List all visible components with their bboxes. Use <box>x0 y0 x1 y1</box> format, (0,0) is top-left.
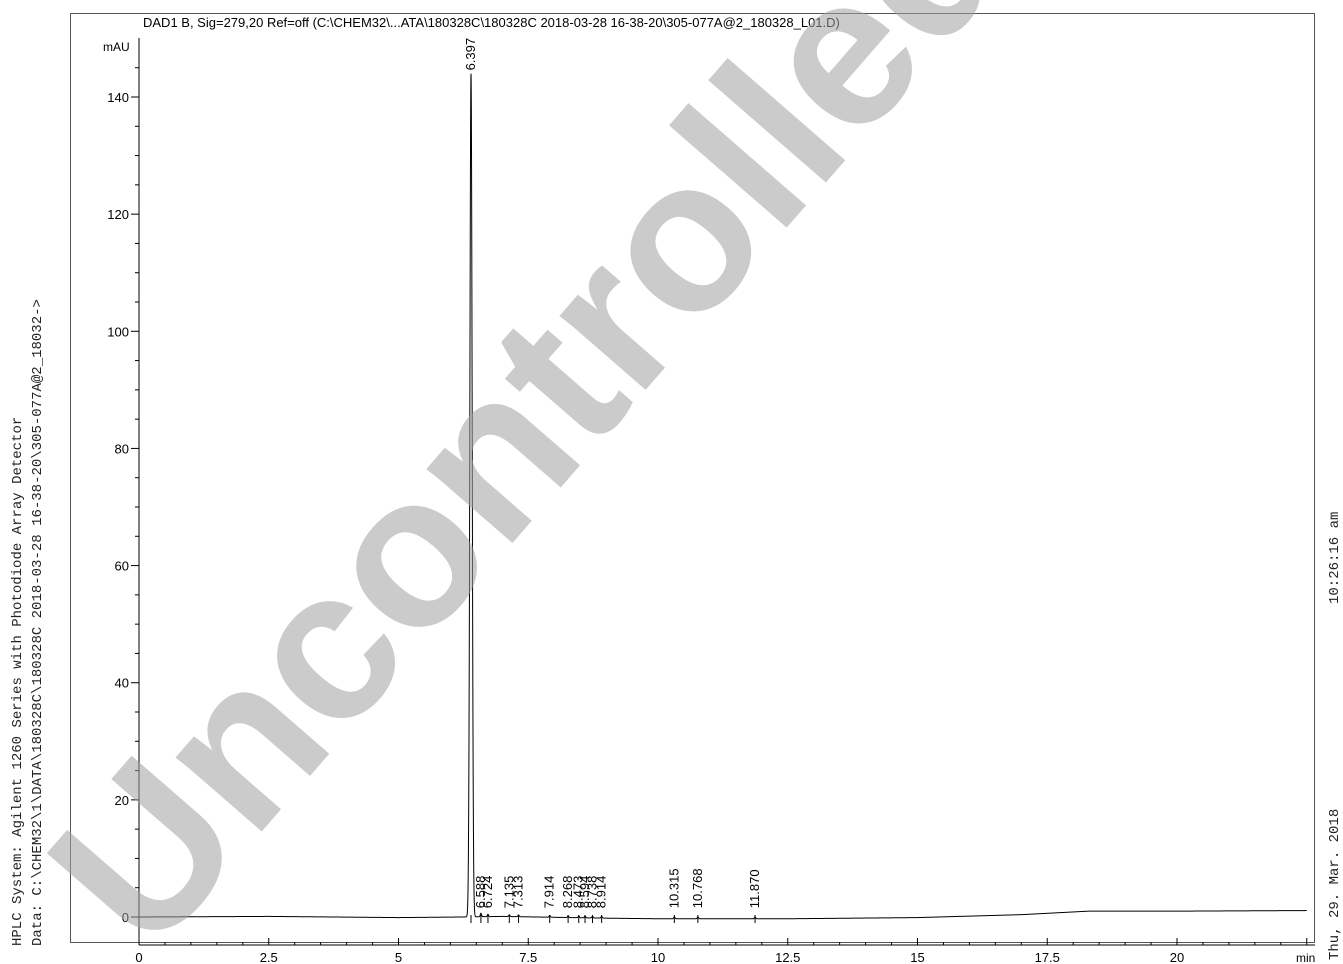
x-tick-label: 20 <box>1170 950 1184 964</box>
x-axis-unit: min <box>1296 951 1315 964</box>
peak-label: 7.313 <box>511 876 526 909</box>
x-tick-label: 2.5 <box>260 950 278 964</box>
peak-label: 10.315 <box>666 868 681 908</box>
y-tick-label: 120 <box>107 207 129 222</box>
y-tick-label: 20 <box>115 793 129 808</box>
peak-label: 8.268 <box>560 876 575 909</box>
peak-label: 8.594 <box>577 876 592 909</box>
signal-trace <box>139 73 1307 920</box>
chart-frame <box>70 13 1315 943</box>
y-tick-label: 100 <box>107 324 129 339</box>
x-tick-label: 17.5 <box>1035 950 1060 964</box>
peak-label: 6.588 <box>473 876 488 909</box>
y-tick-label: 40 <box>115 676 129 691</box>
peak-label: 7.914 <box>542 876 557 909</box>
peak-label: 6.397 <box>463 38 478 71</box>
peak-label: 6.724 <box>480 876 495 909</box>
peak-label: 8.473 <box>571 876 586 909</box>
y-tick-label: 140 <box>107 90 129 105</box>
peak-label: 7.135 <box>501 876 516 909</box>
peak-label: 8.738 <box>585 876 600 909</box>
x-tick-label: 15 <box>910 950 924 964</box>
chart-title: DAD1 B, Sig=279,20 Ref=off (C:\CHEM32\..… <box>143 15 840 30</box>
y-tick-label: 0 <box>122 910 129 925</box>
x-tick-label: 0 <box>135 950 142 964</box>
peak-label: 11.870 <box>747 869 762 908</box>
x-tick-label: 5 <box>395 950 402 964</box>
y-tick-label: 80 <box>115 441 129 456</box>
x-tick-label: 10 <box>651 950 665 964</box>
peak-label: 10.768 <box>690 868 705 908</box>
x-tick-label: 12.5 <box>775 950 800 964</box>
peak-label: 8.914 <box>594 876 609 909</box>
y-tick-label: 60 <box>115 559 129 574</box>
y-axis-unit: mAU <box>103 40 130 54</box>
x-tick-label: 7.5 <box>519 950 537 964</box>
